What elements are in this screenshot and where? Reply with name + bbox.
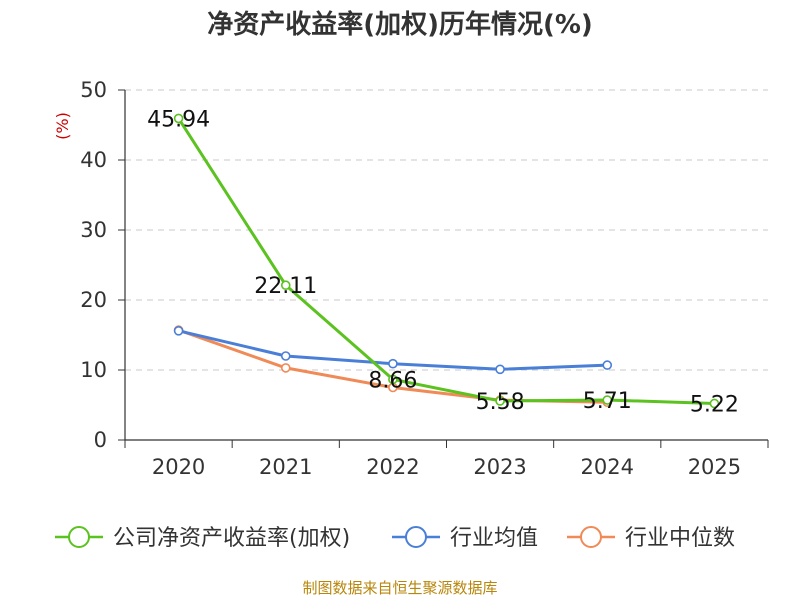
source-note: 制图数据来自恒生聚源数据库 — [302, 579, 497, 597]
series-lines — [173, 113, 720, 409]
series-1-point-2024 — [602, 360, 613, 370]
gridlines — [125, 89, 768, 371]
series-line-0 — [177, 117, 715, 405]
x-tick-label-2020: 2020 — [152, 455, 205, 479]
series-0-point-2022 — [388, 374, 398, 385]
legend-marker — [405, 526, 427, 548]
data-label-2020: 45.94 — [147, 107, 210, 132]
legend[interactable]: 公司净资产收益率(加权) 行业均值 行业中位数 — [55, 526, 735, 551]
series-1-point-2020 — [173, 325, 184, 336]
data-label-2023: 5.58 — [476, 390, 525, 415]
legend-label-1: 行业均值 — [450, 526, 538, 551]
legend-item-2[interactable]: 行业中位数 — [567, 526, 735, 551]
data-labels: 45.94 22.11 8.66 5.58 5.71 5.22 — [147, 107, 739, 417]
y-tick-label-0: 0 — [94, 428, 107, 452]
series-1-point-2021 — [280, 351, 291, 361]
series-0-point-2025 — [709, 398, 720, 409]
series-1-point-2022 — [388, 358, 398, 369]
series-0-point-2023 — [495, 396, 505, 406]
axes: 0 10 20 30 40 50 2020 2021 2022 2023 2024 2025 — [80, 78, 769, 479]
series-0-point-2024 — [602, 395, 613, 405]
y-tick-label-4: 40 — [80, 148, 107, 172]
series-0-point-2020 — [173, 113, 184, 124]
x-tick-label-2025: 2025 — [688, 455, 741, 479]
y-axis-unit-label: (%) — [53, 112, 72, 140]
data-label-2024: 5.71 — [583, 389, 632, 414]
series-0-point-2021 — [280, 280, 291, 291]
x-tick-label-2021: 2021 — [259, 455, 312, 479]
y-tick-label-5: 50 — [80, 78, 107, 102]
legend-label-0: 公司净资产收益率(加权) — [113, 526, 350, 551]
legend-marker — [68, 526, 90, 548]
x-tick-label-2022: 2022 — [366, 455, 419, 479]
series-2-point-2021 — [280, 363, 291, 373]
data-label-2022: 8.66 — [368, 368, 417, 393]
x-tick-label-2024: 2024 — [581, 455, 634, 479]
legend-item-0[interactable]: 公司净资产收益率(加权) — [55, 526, 350, 551]
legend-item-1[interactable]: 行业均值 — [392, 526, 538, 551]
data-label-2025: 5.22 — [690, 392, 739, 417]
legend-label-2: 行业中位数 — [625, 526, 735, 551]
legend-marker — [580, 526, 602, 548]
x-tick-label-2023: 2023 — [473, 455, 526, 479]
data-label-2021: 22.11 — [254, 274, 317, 299]
series-1-point-2023 — [495, 364, 505, 375]
y-tick-label-3: 30 — [80, 218, 107, 242]
y-tick-label-2: 20 — [80, 288, 107, 312]
y-tick-label-1: 10 — [80, 358, 107, 382]
chart-title: 净资产收益率(加权)历年情况(%) — [207, 9, 593, 40]
